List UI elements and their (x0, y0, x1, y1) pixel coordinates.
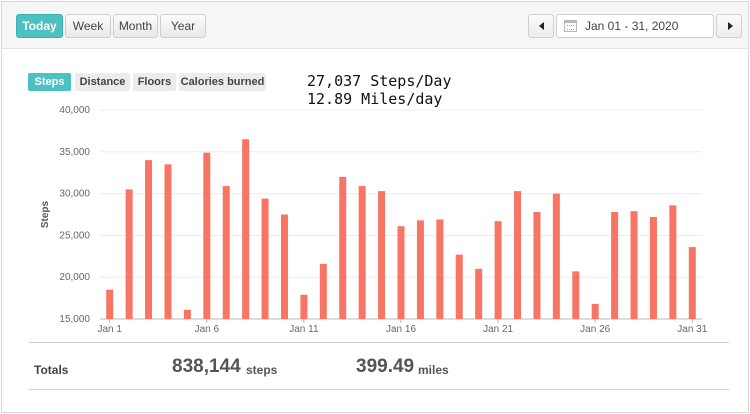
totals-label: Totals (34, 363, 69, 377)
period-button-month[interactable]: Month (113, 14, 158, 38)
next-period-button[interactable] (716, 14, 742, 38)
period-button-today[interactable]: Today (16, 14, 63, 38)
bar (378, 191, 386, 319)
date-range-text: Jan 01 - 31, 2020 (585, 19, 679, 33)
bar (300, 294, 308, 319)
steps-bar-chart: 15,000 20,000 25,000 30,000 35,000 40,000 Step… (40, 105, 708, 335)
tab-distance[interactable]: Distance (75, 73, 130, 91)
bar (416, 220, 424, 319)
bar (319, 263, 327, 319)
bar (164, 164, 172, 319)
bar (125, 189, 133, 319)
tab-floors[interactable]: Floors (133, 73, 176, 91)
bar (280, 214, 288, 319)
x-tick-label: Jan 11 (289, 324, 319, 335)
y-tick-label: 20,000 (59, 272, 90, 283)
date-range-field[interactable]: Jan 01 - 31, 2020 (556, 14, 714, 38)
bar (203, 152, 211, 319)
bar (688, 247, 696, 319)
total-miles-value: 399.49 (356, 356, 415, 377)
bar (514, 191, 522, 319)
period-button-year[interactable]: Year (160, 14, 206, 38)
miles-per-day: 12.89 Miles/day (307, 90, 443, 108)
bar (533, 211, 541, 319)
y-tick-label: 25,000 (59, 230, 90, 241)
period-button-week[interactable]: Week (65, 14, 111, 38)
x-tick-label: Jan 31 (677, 324, 707, 335)
bar (591, 303, 599, 319)
bar (397, 226, 405, 319)
bar (455, 254, 463, 319)
bar (572, 271, 580, 319)
y-tick-label: 35,000 (59, 147, 90, 158)
bar (649, 217, 657, 319)
bar (669, 205, 677, 319)
calendar-icon (564, 20, 577, 32)
bar (145, 160, 153, 319)
tab-steps[interactable]: Steps (28, 73, 71, 91)
bar (436, 219, 444, 319)
bar (552, 193, 560, 319)
bar (183, 309, 191, 319)
toolbar: Today Week Month Year Jan 01 - 31, 2020 (2, 2, 748, 49)
bar (222, 186, 230, 319)
daily-summary: 27,037 Steps/Day 12.89 Miles/day (307, 72, 452, 108)
total-miles-unit: miles (418, 363, 449, 377)
totals-bottom-divider (29, 389, 729, 390)
x-tick-label: Jan 21 (483, 324, 513, 335)
bar (106, 289, 114, 319)
bar (261, 198, 269, 319)
bar (339, 176, 347, 319)
bar (494, 221, 502, 319)
totals-top-divider (29, 342, 729, 343)
x-tick-label: Jan 16 (386, 324, 416, 335)
tab-calories-burned[interactable]: Calories burned (179, 73, 266, 91)
chevron-right-icon (728, 22, 733, 30)
bar (630, 211, 638, 319)
bar (475, 268, 483, 319)
prev-period-button[interactable] (528, 14, 554, 38)
x-tick-label: Jan 1 (97, 324, 122, 335)
steps-per-day: 27,037 Steps/Day (307, 72, 452, 90)
total-steps-unit: steps (246, 363, 278, 377)
y-tick-label: 40,000 (59, 105, 90, 116)
chevron-left-icon (539, 22, 544, 30)
total-steps-value: 838,144 (172, 356, 241, 377)
bar (242, 139, 250, 319)
x-tick-label: Jan 26 (580, 324, 610, 335)
y-tick-label: 30,000 (59, 189, 90, 200)
bar (611, 211, 619, 319)
x-tick-label: Jan 6 (195, 324, 220, 335)
y-axis-title: Steps (40, 200, 51, 228)
y-tick-label: 15,000 (59, 314, 90, 325)
bar (358, 186, 366, 319)
